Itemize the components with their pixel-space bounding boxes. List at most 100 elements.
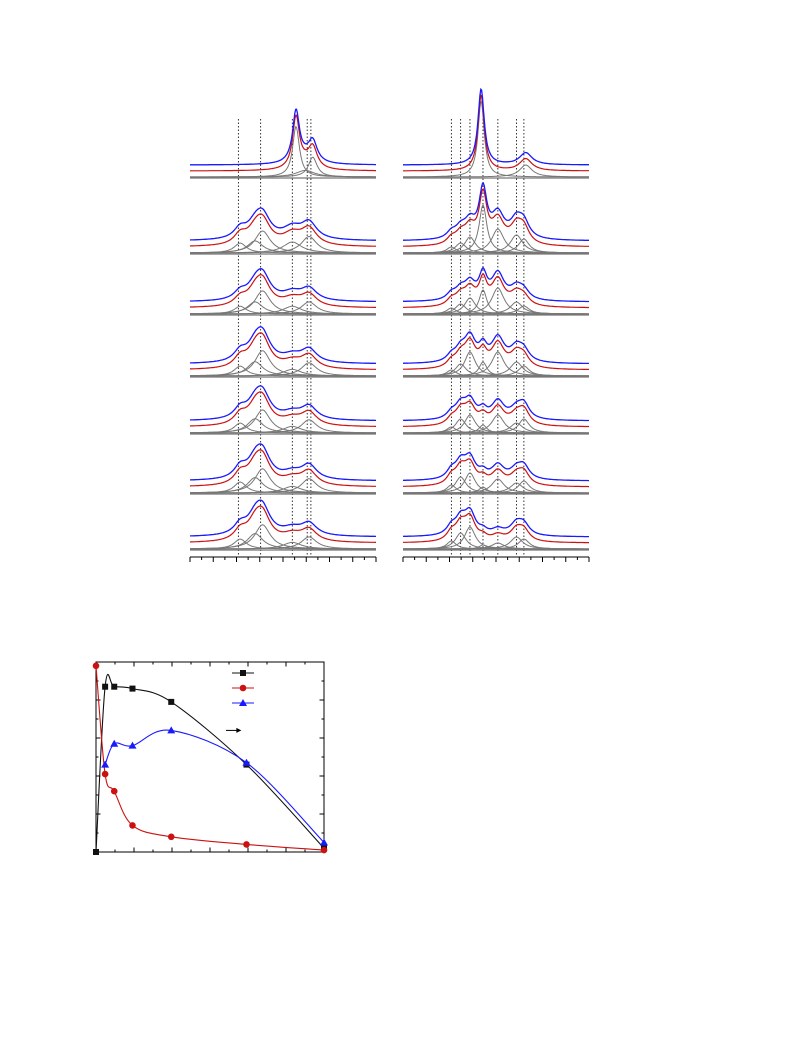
component-peak bbox=[403, 480, 589, 494]
data-point-circle bbox=[101, 770, 109, 778]
experimental-spectrum bbox=[189, 274, 376, 308]
component-peak bbox=[403, 301, 589, 315]
data-point-square bbox=[129, 685, 136, 692]
left-spectra-panel bbox=[189, 108, 377, 562]
component-peak bbox=[403, 228, 589, 254]
component-peak bbox=[190, 230, 376, 254]
data-point-square bbox=[93, 849, 99, 855]
spectrum-stack bbox=[190, 108, 376, 179]
component-peak bbox=[403, 526, 589, 550]
component-peak bbox=[403, 365, 589, 377]
experimental-spectrum bbox=[190, 449, 376, 487]
component-peak bbox=[403, 238, 589, 254]
spectrum-stack bbox=[189, 268, 376, 316]
spectrum-stack bbox=[189, 207, 376, 255]
fit-envelope bbox=[403, 182, 589, 241]
component-peak bbox=[403, 351, 589, 377]
series-blue-triangles bbox=[101, 726, 328, 846]
spectrum-stack bbox=[402, 331, 590, 378]
spectrum-stack bbox=[403, 87, 589, 179]
spectrum-stack bbox=[402, 182, 589, 255]
experimental-spectrum bbox=[402, 512, 589, 544]
experimental-spectrum bbox=[190, 332, 377, 370]
data-point-triangle bbox=[101, 760, 110, 768]
annotation-arrowhead bbox=[236, 727, 242, 733]
experimental-spectrum bbox=[190, 505, 376, 543]
data-point-circle bbox=[320, 846, 328, 854]
component-peak bbox=[190, 419, 377, 434]
component-peak bbox=[190, 362, 377, 377]
component-peak bbox=[403, 305, 589, 315]
fit-envelope bbox=[189, 268, 376, 303]
spectrum-stack bbox=[190, 443, 376, 495]
fit-envelope bbox=[403, 87, 589, 166]
component-peak bbox=[190, 536, 376, 550]
legend-marker-triangle bbox=[239, 699, 247, 706]
experimental-spectrum bbox=[403, 188, 589, 247]
fit-envelope bbox=[403, 267, 589, 303]
experimental-spectrum bbox=[189, 213, 376, 247]
fit-envelope bbox=[190, 108, 376, 166]
component-peak bbox=[190, 478, 376, 494]
experimental-spectrum bbox=[403, 273, 589, 309]
data-point-circle bbox=[110, 787, 118, 795]
data-point-square bbox=[111, 683, 118, 690]
data-point-square bbox=[168, 698, 175, 705]
spectrum-stack bbox=[190, 326, 377, 378]
right-spectra-panel bbox=[402, 87, 590, 562]
legend-marker-square bbox=[240, 670, 246, 676]
component-peak bbox=[403, 289, 589, 315]
data-point-triangle bbox=[320, 838, 328, 846]
legend-marker-circle bbox=[239, 684, 247, 692]
series-black-squares bbox=[93, 673, 327, 855]
spectrum-stack bbox=[402, 506, 589, 551]
data-point-triangle bbox=[128, 741, 137, 749]
component-peak bbox=[190, 169, 376, 178]
spectrum-stack bbox=[403, 452, 589, 495]
data-point-circle bbox=[129, 822, 136, 829]
fit-envelope bbox=[190, 499, 376, 538]
fit-envelope bbox=[190, 443, 376, 481]
component-peak bbox=[190, 235, 376, 254]
legend bbox=[232, 670, 254, 706]
fit-envelope bbox=[189, 207, 376, 241]
spectrum-stack bbox=[189, 385, 377, 435]
experimental-spectrum bbox=[403, 94, 589, 172]
fit-envelope bbox=[402, 506, 589, 538]
component-peak bbox=[190, 156, 376, 178]
data-point-square bbox=[102, 683, 109, 690]
component-peak bbox=[190, 290, 376, 315]
fit-envelope bbox=[402, 394, 589, 422]
fit-curve bbox=[104, 729, 325, 843]
experimental-spectrum bbox=[403, 458, 589, 488]
component-peak bbox=[403, 351, 589, 377]
data-point-circle bbox=[243, 841, 250, 848]
component-peak bbox=[403, 234, 589, 254]
data-point-circle bbox=[92, 662, 100, 670]
component-peak bbox=[403, 472, 589, 494]
spectrum-stack bbox=[402, 394, 589, 435]
experimental-spectrum bbox=[190, 114, 376, 172]
fit-envelope bbox=[402, 331, 590, 365]
component-peak bbox=[190, 301, 376, 315]
component-peak bbox=[403, 538, 589, 550]
component-peak bbox=[403, 414, 589, 434]
component-peak bbox=[403, 418, 589, 434]
data-point-triangle bbox=[167, 726, 176, 734]
component-peak bbox=[403, 414, 589, 434]
data-point-circle bbox=[167, 833, 175, 841]
data-point-triangle bbox=[242, 758, 251, 766]
fit-envelope bbox=[403, 452, 589, 482]
data-point-triangle bbox=[110, 739, 119, 747]
component-peak bbox=[403, 164, 589, 178]
fit-envelope bbox=[190, 326, 377, 365]
spectrum-stack bbox=[402, 267, 589, 316]
bottom-scatter-panel bbox=[92, 661, 328, 855]
experimental-spectrum bbox=[189, 391, 376, 427]
fit-curve bbox=[95, 665, 325, 851]
experimental-spectrum bbox=[402, 400, 589, 428]
experimental-spectrum bbox=[402, 337, 590, 371]
series-red-circles bbox=[92, 662, 328, 854]
fit-envelope bbox=[189, 385, 376, 422]
